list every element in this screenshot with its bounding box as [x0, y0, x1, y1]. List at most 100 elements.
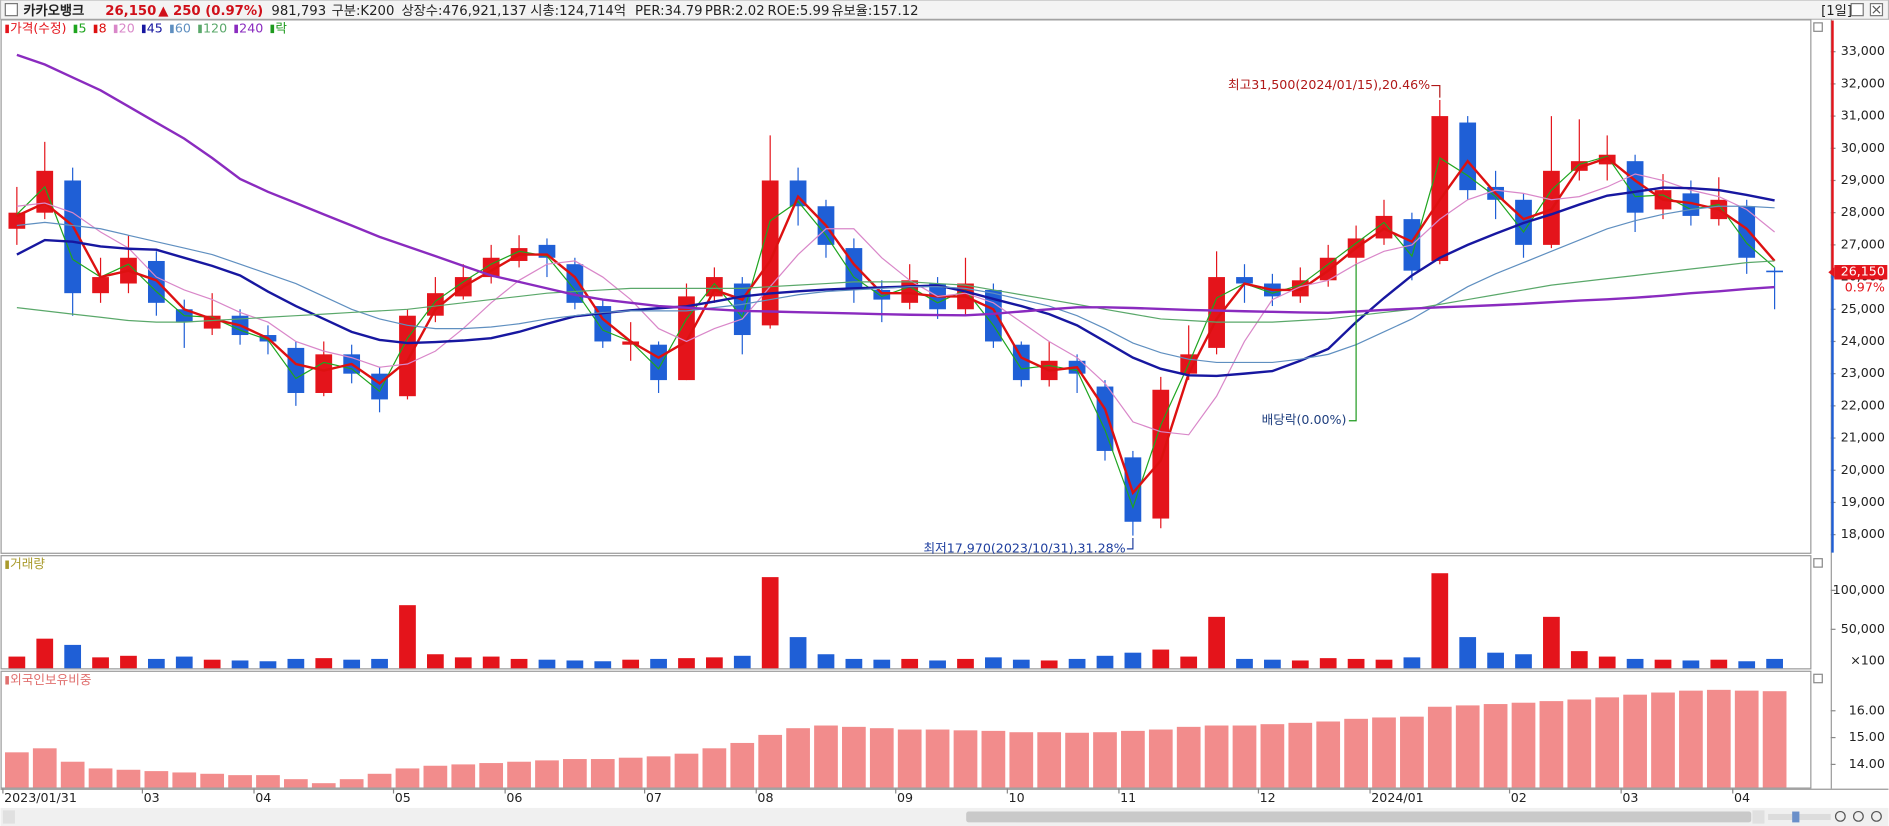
bar: [733, 655, 751, 669]
candle-body: [64, 180, 82, 294]
bar: [646, 756, 671, 788]
reserve-ratio: 유보율:157.12: [831, 3, 918, 19]
bar: [1570, 651, 1588, 669]
bar: [1288, 722, 1313, 788]
bar: [203, 659, 221, 669]
scrollbar: [0, 807, 1889, 826]
bar: [399, 605, 416, 669]
y-tick-label: 25,000: [1841, 301, 1885, 316]
bar: [1236, 658, 1253, 669]
candle-body: [1766, 270, 1783, 273]
y-tick-label: 100,000: [1833, 582, 1885, 597]
zoom-icon[interactable]: [1852, 810, 1864, 822]
period-button[interactable]: [1일]: [1821, 3, 1852, 19]
bar: [535, 760, 559, 788]
panel-title: 거래량: [10, 556, 45, 571]
bar: [172, 772, 197, 788]
last-price-tag: [1834, 265, 1888, 280]
foreign-panel: [0, 670, 1812, 789]
bar: [92, 657, 109, 669]
candle-body: [678, 296, 695, 381]
bar: [817, 654, 835, 669]
bar: [1623, 694, 1647, 788]
stock-name: 카카오뱅크: [23, 3, 84, 19]
bar: [395, 768, 420, 788]
bar: [1706, 689, 1731, 788]
panel-button[interactable]: [1813, 673, 1823, 684]
price: 26,150: [105, 4, 156, 19]
bar: [1180, 656, 1198, 669]
bar: [1679, 690, 1703, 788]
bar: [228, 775, 252, 788]
scroll-thumb[interactable]: [966, 811, 1752, 823]
panel-button[interactable]: [1813, 22, 1823, 32]
ma-line: [16, 173, 1775, 436]
y-tick-label: 22,000: [1841, 397, 1885, 412]
candle-body: [1152, 389, 1170, 519]
bar: [36, 638, 54, 669]
panel-title-swatch: [5, 560, 9, 569]
bar: [175, 656, 193, 669]
candle-body: [1570, 161, 1588, 171]
x-tick-label: 2023/01/31: [4, 790, 77, 805]
scroll-left[interactable]: [2, 810, 15, 824]
bar: [761, 577, 779, 669]
bar: [479, 763, 504, 788]
y-tick-label: 23,000: [1841, 365, 1885, 380]
y-tick-label: 50,000: [1841, 621, 1885, 636]
bar: [538, 659, 556, 669]
panel-button[interactable]: [1813, 558, 1823, 568]
candle-body: [1291, 280, 1309, 297]
y-tick-label: 21,000: [1841, 430, 1885, 445]
bar: [789, 637, 807, 669]
bar: [985, 657, 1002, 669]
change-label: 0.97%: [1845, 279, 1885, 294]
maximize-button[interactable]: [1850, 3, 1864, 17]
bar: [702, 748, 727, 788]
bar: [1264, 659, 1281, 669]
listed-shares: 상장수:476,921,137: [401, 3, 526, 19]
bar: [64, 644, 82, 669]
ma-line: [16, 260, 1775, 323]
candle-body: [761, 180, 779, 326]
bar: [1096, 655, 1114, 669]
category: 구분:K200: [332, 4, 395, 19]
x-tick-label: 07: [646, 790, 662, 805]
bar: [454, 657, 472, 669]
change-pct: (0.97%): [205, 4, 263, 19]
y-tick-label: 27,000: [1841, 236, 1885, 251]
panel-title-swatch: [5, 676, 9, 685]
per: PER:34.79: [635, 4, 702, 19]
unit-label: ×100: [1850, 653, 1885, 668]
bar: [1319, 658, 1337, 669]
x-tick-label: 03: [1622, 790, 1638, 805]
candle-body: [36, 170, 54, 213]
bar: [1375, 659, 1393, 669]
bar: [1543, 616, 1560, 669]
bar: [1068, 658, 1086, 669]
bar: [231, 660, 249, 669]
pbr: PBR:2.02: [705, 4, 765, 19]
y-tick-label: 30,000: [1841, 140, 1885, 155]
bar: [507, 761, 531, 788]
bar: [953, 730, 978, 788]
zoom-icon[interactable]: [1834, 810, 1846, 822]
candle-body: [92, 277, 109, 294]
bar: [758, 734, 783, 788]
bar: [897, 729, 922, 788]
last-price-pointer: [1828, 267, 1835, 278]
bar: [1459, 637, 1477, 669]
zoom-icon[interactable]: [1871, 810, 1882, 822]
bar: [1738, 661, 1756, 669]
bar: [1347, 658, 1365, 669]
bar: [1204, 725, 1229, 788]
scroll-right[interactable]: [1752, 810, 1765, 824]
y-tick-label: 29,000: [1841, 172, 1885, 187]
bar: [1009, 732, 1034, 788]
ma-line: [16, 156, 1776, 496]
zoom-handle[interactable]: [1792, 811, 1800, 823]
annotation-ex-dividend: 배당락(0.00%): [1262, 412, 1347, 427]
bar: [1511, 702, 1536, 788]
checkbox[interactable]: [4, 3, 18, 17]
